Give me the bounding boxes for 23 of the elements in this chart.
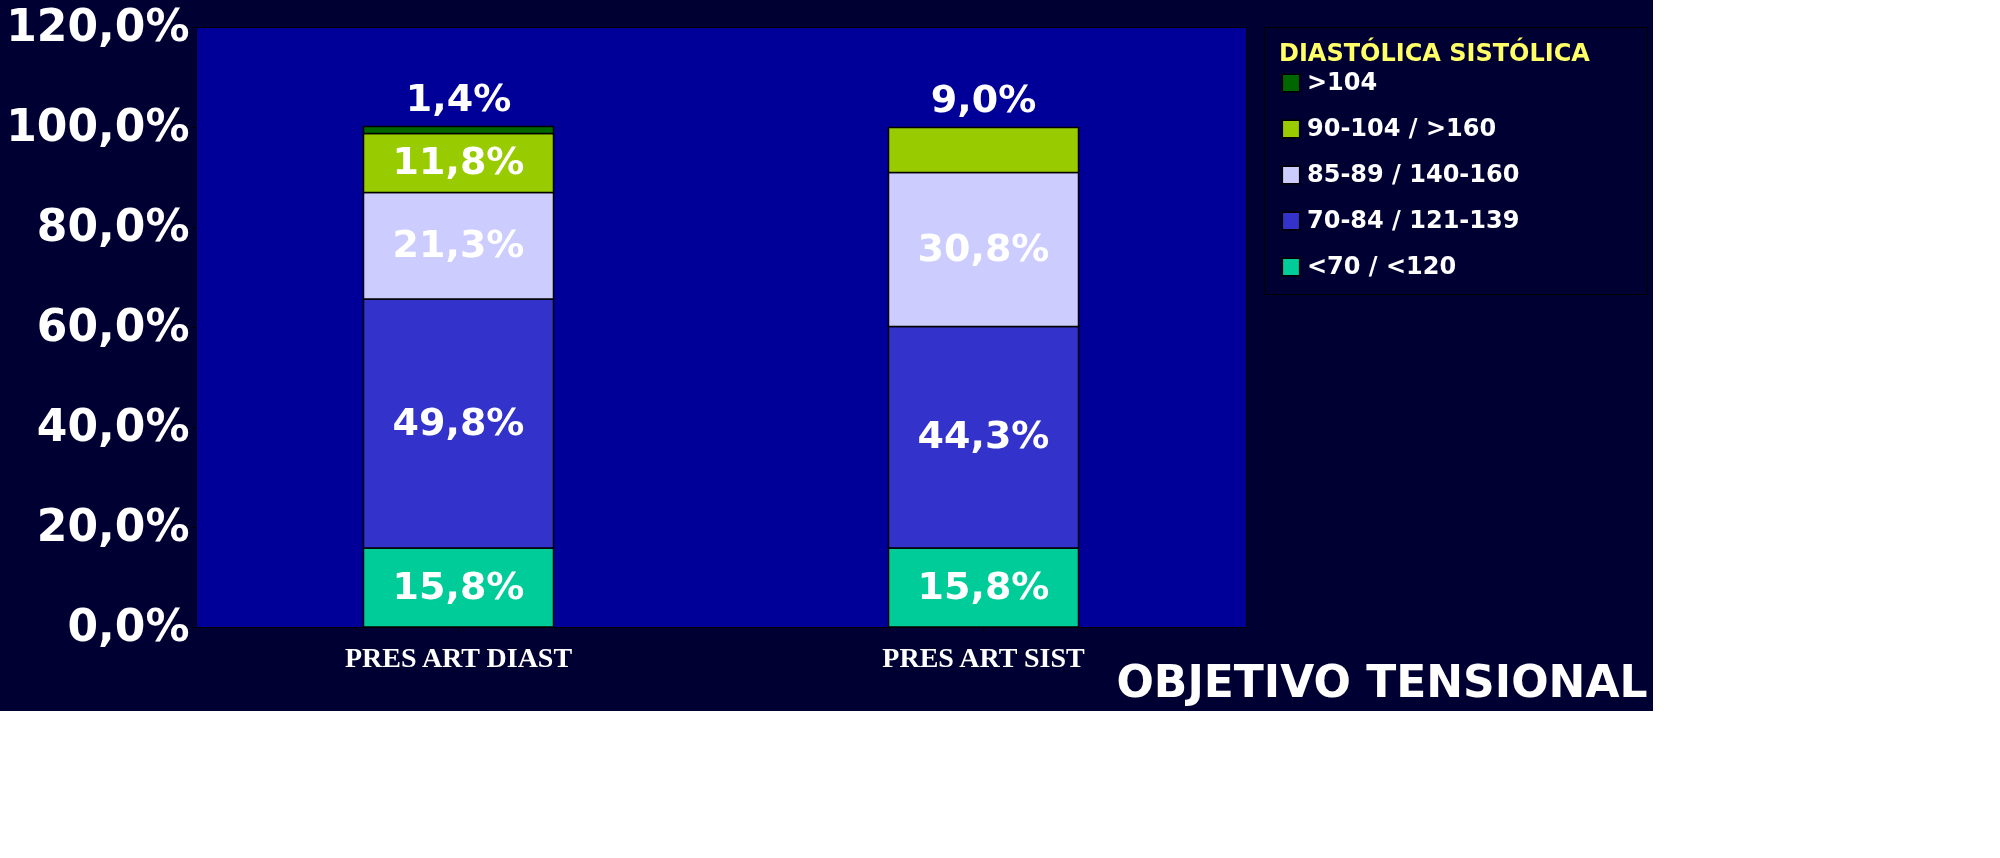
y-tick-label: 40,0% — [36, 399, 190, 451]
x-tick-label: PRES ART DIAST — [344, 641, 573, 673]
y-tick-label: 0,0% — [67, 599, 190, 651]
data-label: 44,3% — [917, 413, 1050, 458]
y-tick-label: 60,0% — [36, 299, 190, 351]
y-tick-label: 120,0% — [6, 0, 190, 51]
legend-label: <70 / <120 — [1307, 252, 1457, 280]
legend-title: DIASTÓLICA SISTÓLICA — [1279, 37, 1591, 67]
data-label: 15,8% — [392, 563, 525, 608]
data-label: 15,8% — [917, 563, 1050, 608]
data-label: 11,8% — [392, 139, 525, 183]
data-label: 9,0% — [930, 76, 1037, 121]
legend-label: >104 — [1307, 68, 1378, 96]
legend-label: 85-89 / 140-160 — [1307, 160, 1520, 188]
y-tick-label: 20,0% — [36, 499, 190, 551]
x-tick-label: PRES ART SIST — [882, 641, 1086, 673]
text: OBJETIVO TENSIONAL — [1116, 656, 1648, 707]
y-tick-label: 100,0% — [6, 99, 190, 151]
data-label: 49,8% — [392, 399, 525, 444]
data-label: 1,4% — [405, 75, 512, 120]
y-tick-label: 80,0% — [36, 199, 190, 251]
legend-label: 90-104 / >160 — [1307, 114, 1497, 142]
legend-label: 70-84 / 121-139 — [1307, 206, 1520, 234]
